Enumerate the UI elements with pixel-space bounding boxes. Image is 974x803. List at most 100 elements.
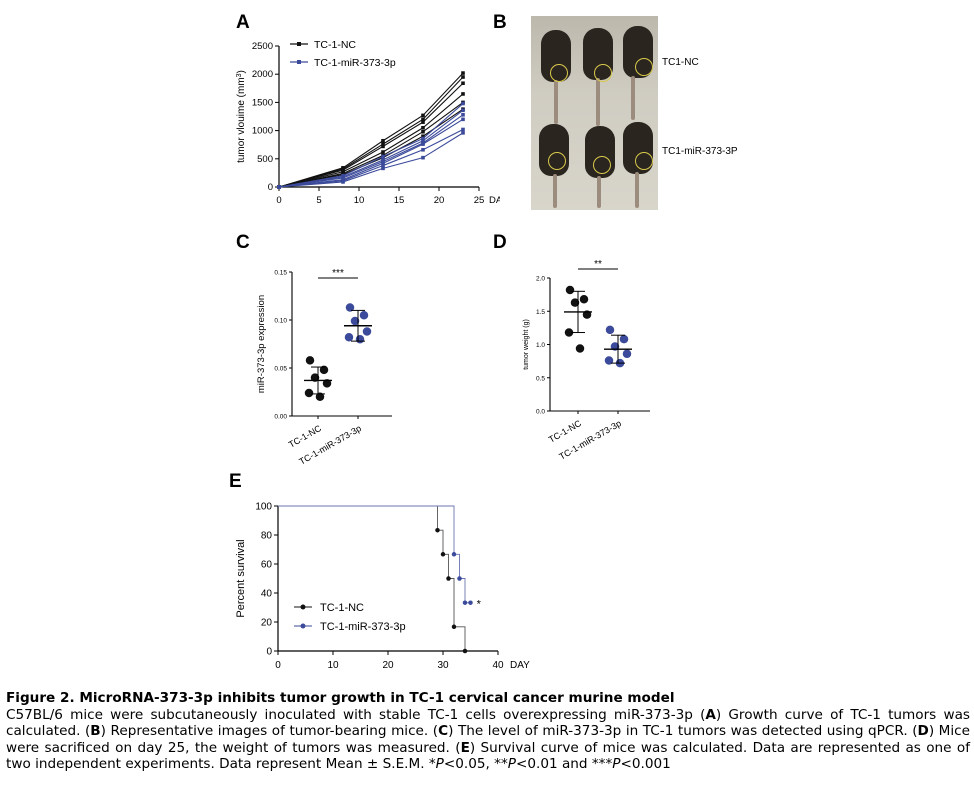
data-point [579, 295, 589, 304]
data-point [381, 163, 385, 168]
y-tick-label: 0.0 [536, 409, 545, 416]
censor-point [435, 527, 440, 533]
data-point [381, 138, 385, 143]
data-point [344, 333, 354, 342]
tumor-nc-1 [550, 64, 568, 82]
y-tick-label: 60 [261, 560, 273, 571]
series-line [278, 114, 464, 188]
data-point [381, 166, 385, 171]
y-tick-label: 0.05 [274, 366, 287, 373]
data-point [421, 129, 425, 134]
significance-stars: *** [332, 268, 344, 279]
data-point [461, 131, 465, 135]
tumor-nc-3 [635, 58, 653, 76]
legend-label: TC-1-NC [320, 602, 364, 614]
y-axis-label: tumor vlouime (mm3) [236, 70, 248, 163]
significance-stars: * [477, 599, 482, 611]
data-point [461, 127, 465, 132]
y-tick-label: 0 [268, 182, 273, 193]
data-point [619, 334, 629, 344]
y-tick-label: 100 [255, 502, 272, 513]
data-point [359, 310, 369, 320]
y-tick-label: 2500 [252, 41, 273, 52]
panel-label-a: A [236, 12, 250, 33]
data-point [345, 303, 355, 312]
significance-stars: ** [594, 259, 602, 270]
data-point [381, 142, 385, 146]
censor-point [468, 600, 473, 605]
x-tick-label: 5 [316, 195, 321, 206]
mice-photo [531, 16, 658, 210]
y-tick-label: 500 [257, 154, 273, 165]
data-point [622, 349, 632, 359]
panel-label-d: D [493, 232, 507, 253]
y-tick-label: 1.0 [536, 342, 545, 349]
x-tick-label: 20 [434, 195, 445, 206]
x-axis-label: DAY [489, 195, 500, 206]
censor-point [462, 648, 468, 654]
survival-curve [278, 505, 466, 651]
y-tick-label: 0.15 [274, 270, 287, 277]
data-point [421, 117, 425, 122]
y-tick-label: 40 [261, 589, 273, 600]
y-tick-label: 2.0 [536, 276, 545, 283]
legend-label: TC-1-miR-373-3p [314, 57, 396, 69]
data-point [421, 113, 425, 118]
data-point [421, 147, 425, 152]
legend-swatch-marker [297, 42, 301, 46]
data-point [461, 117, 465, 122]
x-tick-label: 10 [354, 195, 365, 206]
y-tick-label: 1000 [252, 126, 273, 137]
data-point [381, 161, 385, 166]
data-point [362, 327, 372, 336]
data-point [381, 154, 385, 159]
series-line [278, 93, 464, 188]
data-point [421, 125, 425, 130]
data-point [421, 138, 425, 143]
data-point [461, 113, 465, 117]
data-point [277, 185, 281, 189]
legend-swatch-marker [300, 604, 306, 610]
x-axis-label: DAY [510, 660, 530, 671]
data-point [564, 328, 574, 337]
tail-mir-3 [635, 172, 639, 208]
data-point [461, 75, 465, 79]
data-point [310, 373, 320, 382]
legend-label: TC-1-miR-373-3p [320, 621, 406, 633]
tail-mir-1 [553, 174, 557, 208]
data-point [350, 316, 360, 326]
y-tick-label: 1.5 [536, 309, 545, 316]
x-tick-label: 40 [492, 660, 504, 671]
data-point [575, 344, 585, 353]
x-tick-label: 20 [382, 660, 394, 671]
censor-point [457, 576, 462, 581]
survival-chart: 0 20 40 60 80 100 0 10 20 30 40 DAY Percent survival… [235, 502, 530, 672]
panel-label-e: E [229, 471, 242, 492]
y-tick-label: 80 [261, 531, 273, 542]
data-point [570, 298, 580, 307]
data-point [461, 92, 465, 96]
series-line [278, 82, 464, 188]
tail-mir-2 [597, 176, 601, 208]
y-tick-label: 1500 [252, 97, 273, 108]
data-point [304, 388, 314, 398]
photo-label-nc: TC1-NC [662, 57, 699, 68]
data-point [461, 81, 465, 86]
data-point [381, 144, 385, 149]
x-tick-label: 30 [437, 660, 449, 671]
y-tick-label: 20 [261, 618, 273, 629]
data-point [421, 136, 425, 141]
photo-label-mir: TC1-miR-373-3P [662, 146, 738, 157]
legend-label: TC-1-NC [314, 39, 356, 51]
panel-label-c: C [236, 232, 250, 253]
y-tick-label: 0.5 [536, 375, 545, 382]
series-line [278, 108, 464, 188]
censor-point [462, 600, 468, 605]
data-point [322, 379, 332, 388]
data-point [604, 356, 614, 365]
censor-point [451, 624, 457, 630]
legend-swatch-marker [297, 60, 301, 64]
tumor-growth-chart: 0 500 1000 1500 2000 2500 0 5 10 15 20 25 DAY tumor v… [236, 39, 501, 206]
data-point [341, 180, 345, 184]
